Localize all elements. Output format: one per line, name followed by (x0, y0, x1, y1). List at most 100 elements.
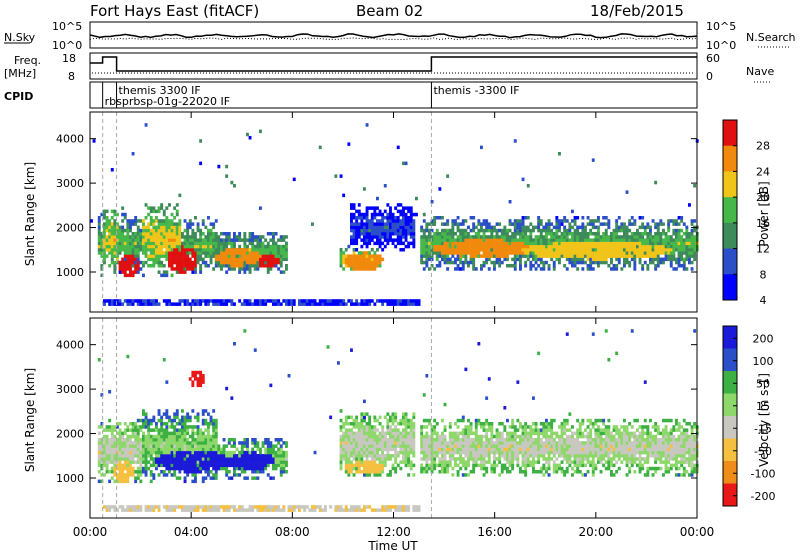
heatmap-cell (194, 244, 197, 249)
heatmap-cell (636, 248, 639, 252)
heatmap-cell (97, 425, 101, 429)
heatmap-cell (152, 260, 156, 265)
heatmap-cell (456, 248, 460, 252)
heatmap-cell (680, 241, 684, 246)
heatmap-cell (157, 508, 161, 512)
heatmap-cell (563, 219, 567, 223)
heatmap-cell (649, 232, 652, 236)
heatmap-cell (134, 441, 138, 445)
heatmap-cell (404, 232, 408, 236)
heatmap-cell (248, 460, 252, 464)
heatmap-cell (467, 425, 470, 429)
heatmap-cell (654, 257, 658, 262)
heatmap-cell (404, 441, 408, 445)
heatmap-cell (225, 235, 229, 239)
heatmap-cell (459, 450, 463, 455)
heatmap-cell (191, 254, 195, 258)
heatmap-cell (142, 460, 145, 464)
heatmap-cell (105, 508, 109, 512)
heatmap-cell (386, 212, 390, 217)
heatmap-cell (482, 244, 486, 249)
heatmap-cell (118, 470, 122, 474)
heatmap-cell (105, 450, 109, 455)
heatmap-cell (373, 257, 377, 262)
heatmap-cell (204, 463, 208, 468)
heatmap-cell (246, 454, 249, 458)
heatmap-cell (155, 450, 158, 455)
heatmap-cell (451, 225, 455, 230)
heatmap-cell (196, 466, 200, 471)
heatmap-cell (264, 251, 268, 255)
heatmap-cell (207, 450, 210, 455)
heatmap-cell (534, 241, 538, 246)
heatmap-cell (604, 260, 608, 265)
heatmap-cell (469, 257, 473, 262)
heatmap-cell (136, 418, 140, 423)
heatmap-cell (266, 257, 270, 262)
heatmap-cell (399, 444, 403, 448)
heatmap-cell (100, 393, 104, 397)
heatmap-cell (178, 444, 182, 448)
heatmap-cell (201, 260, 205, 265)
heatmap-cell (168, 454, 171, 458)
heatmap-cell (108, 441, 112, 445)
heatmap-cell (443, 257, 447, 262)
heatmap-cell (311, 222, 314, 226)
heatmap-cell (233, 241, 236, 246)
heatmap-cell (474, 460, 478, 464)
heatmap-cell (589, 219, 593, 223)
heatmap-cell (209, 244, 213, 249)
heatmap-cell (573, 238, 577, 242)
heatmap-cell (170, 302, 174, 306)
heatmap-cell (238, 264, 242, 268)
heatmap-cell (259, 508, 262, 512)
heatmap-cell (196, 415, 200, 420)
heatmap-cell (342, 431, 346, 436)
heatmap-cell (225, 241, 229, 246)
heatmap-cell (526, 241, 530, 246)
heatmap-cell (537, 241, 541, 246)
heatmap-cell (656, 260, 660, 265)
heatmap-cell (459, 466, 463, 471)
heatmap-cell (144, 251, 148, 255)
heatmap-cell (573, 244, 577, 249)
heatmap-cell (412, 241, 416, 246)
heatmap-cell (524, 228, 528, 233)
heatmap-cell (404, 219, 408, 223)
heatmap-cell (591, 260, 595, 265)
heatmap-cell (97, 441, 101, 445)
heatmap-cell (225, 244, 229, 249)
heatmap-cell (669, 244, 673, 249)
heatmap-cell (246, 441, 249, 445)
heatmap-cell (389, 415, 392, 420)
heatmap-cell (646, 264, 650, 268)
heatmap-cell (386, 302, 390, 306)
heatmap-cell (409, 235, 413, 239)
heatmap-cell (194, 454, 197, 458)
heatmap-cell (165, 248, 169, 252)
heatmap-cell (636, 238, 639, 242)
heatmap-cell (500, 447, 504, 452)
heatmap-cell (191, 232, 195, 236)
heatmap-cell (287, 302, 291, 306)
heatmap-cell (110, 228, 114, 233)
heatmap-cell (123, 244, 127, 249)
heatmap-cell (680, 248, 684, 252)
heatmap-cell (625, 241, 629, 246)
heatmap-cell (469, 248, 473, 252)
heatmap-cell (459, 460, 463, 464)
heatmap-cell (222, 505, 226, 509)
heatmap-cell (149, 470, 153, 474)
heatmap-cell (448, 454, 452, 458)
heatmap-cell (199, 431, 203, 436)
heatmap-cell (412, 441, 416, 445)
heatmap-cell (571, 232, 574, 236)
heatmap-cell (142, 418, 145, 423)
heatmap-cell (350, 348, 353, 352)
heatmap-cell (503, 447, 507, 452)
heatmap-cell (175, 302, 179, 306)
heatmap-cell (625, 254, 629, 258)
heatmap-cell (565, 244, 569, 249)
heatmap-cell (173, 473, 177, 477)
heatmap-cell (443, 244, 447, 249)
